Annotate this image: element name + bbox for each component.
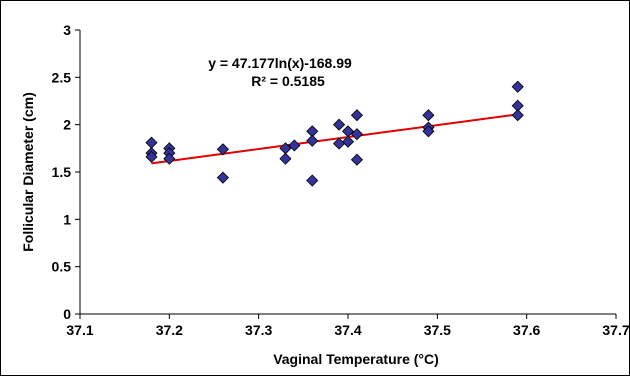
x-axis-ticks: 37.1 37.2 37.3 37.4 37.5 37.6 37.7 xyxy=(66,314,630,338)
x-tick-label: 37.4 xyxy=(334,322,361,338)
data-point xyxy=(350,128,363,141)
y-tick-label: 2.5 xyxy=(52,69,72,85)
data-points xyxy=(145,80,524,187)
data-point xyxy=(422,109,435,122)
data-point xyxy=(341,125,355,138)
y-axis-title: Follicular Diameter (cm) xyxy=(20,92,36,252)
trendline xyxy=(151,113,518,165)
trendline-r-squared: R² = 0.5185 xyxy=(251,73,325,89)
y-tick-label: 2 xyxy=(63,117,71,133)
data-point xyxy=(163,152,176,165)
x-tick-label: 37.6 xyxy=(513,322,540,338)
y-tick-label: 1.5 xyxy=(52,164,72,180)
data-point xyxy=(306,134,319,147)
x-tick-label: 37.1 xyxy=(66,322,93,338)
data-point xyxy=(341,135,355,148)
data-point xyxy=(350,109,363,122)
x-tick-label: 37.7 xyxy=(602,322,629,338)
trendline-equation: y = 47.177ln(x)-168.99 xyxy=(208,55,352,71)
x-tick-label: 37.2 xyxy=(156,322,183,338)
x-tick-label: 37.5 xyxy=(424,322,451,338)
y-tick-label: 0.5 xyxy=(52,259,72,275)
data-point xyxy=(145,150,158,163)
data-point xyxy=(511,109,524,122)
y-tick-label: 3 xyxy=(63,22,71,38)
data-point xyxy=(279,152,292,165)
data-point xyxy=(333,118,346,131)
data-point xyxy=(511,80,524,93)
x-axis-title: Vaginal Temperature (°C) xyxy=(273,351,439,367)
data-point xyxy=(350,153,363,166)
y-tick-label: 0 xyxy=(63,306,71,322)
y-axis-ticks: 0 0.5 1 1.5 2 2.5 3 xyxy=(52,22,80,322)
data-point xyxy=(216,171,229,184)
data-point xyxy=(422,125,435,138)
data-point xyxy=(216,143,229,156)
y-tick-label: 1 xyxy=(63,211,71,227)
x-tick-label: 37.3 xyxy=(245,322,272,338)
data-point xyxy=(288,139,301,152)
data-point xyxy=(306,174,319,187)
data-point xyxy=(145,136,158,149)
